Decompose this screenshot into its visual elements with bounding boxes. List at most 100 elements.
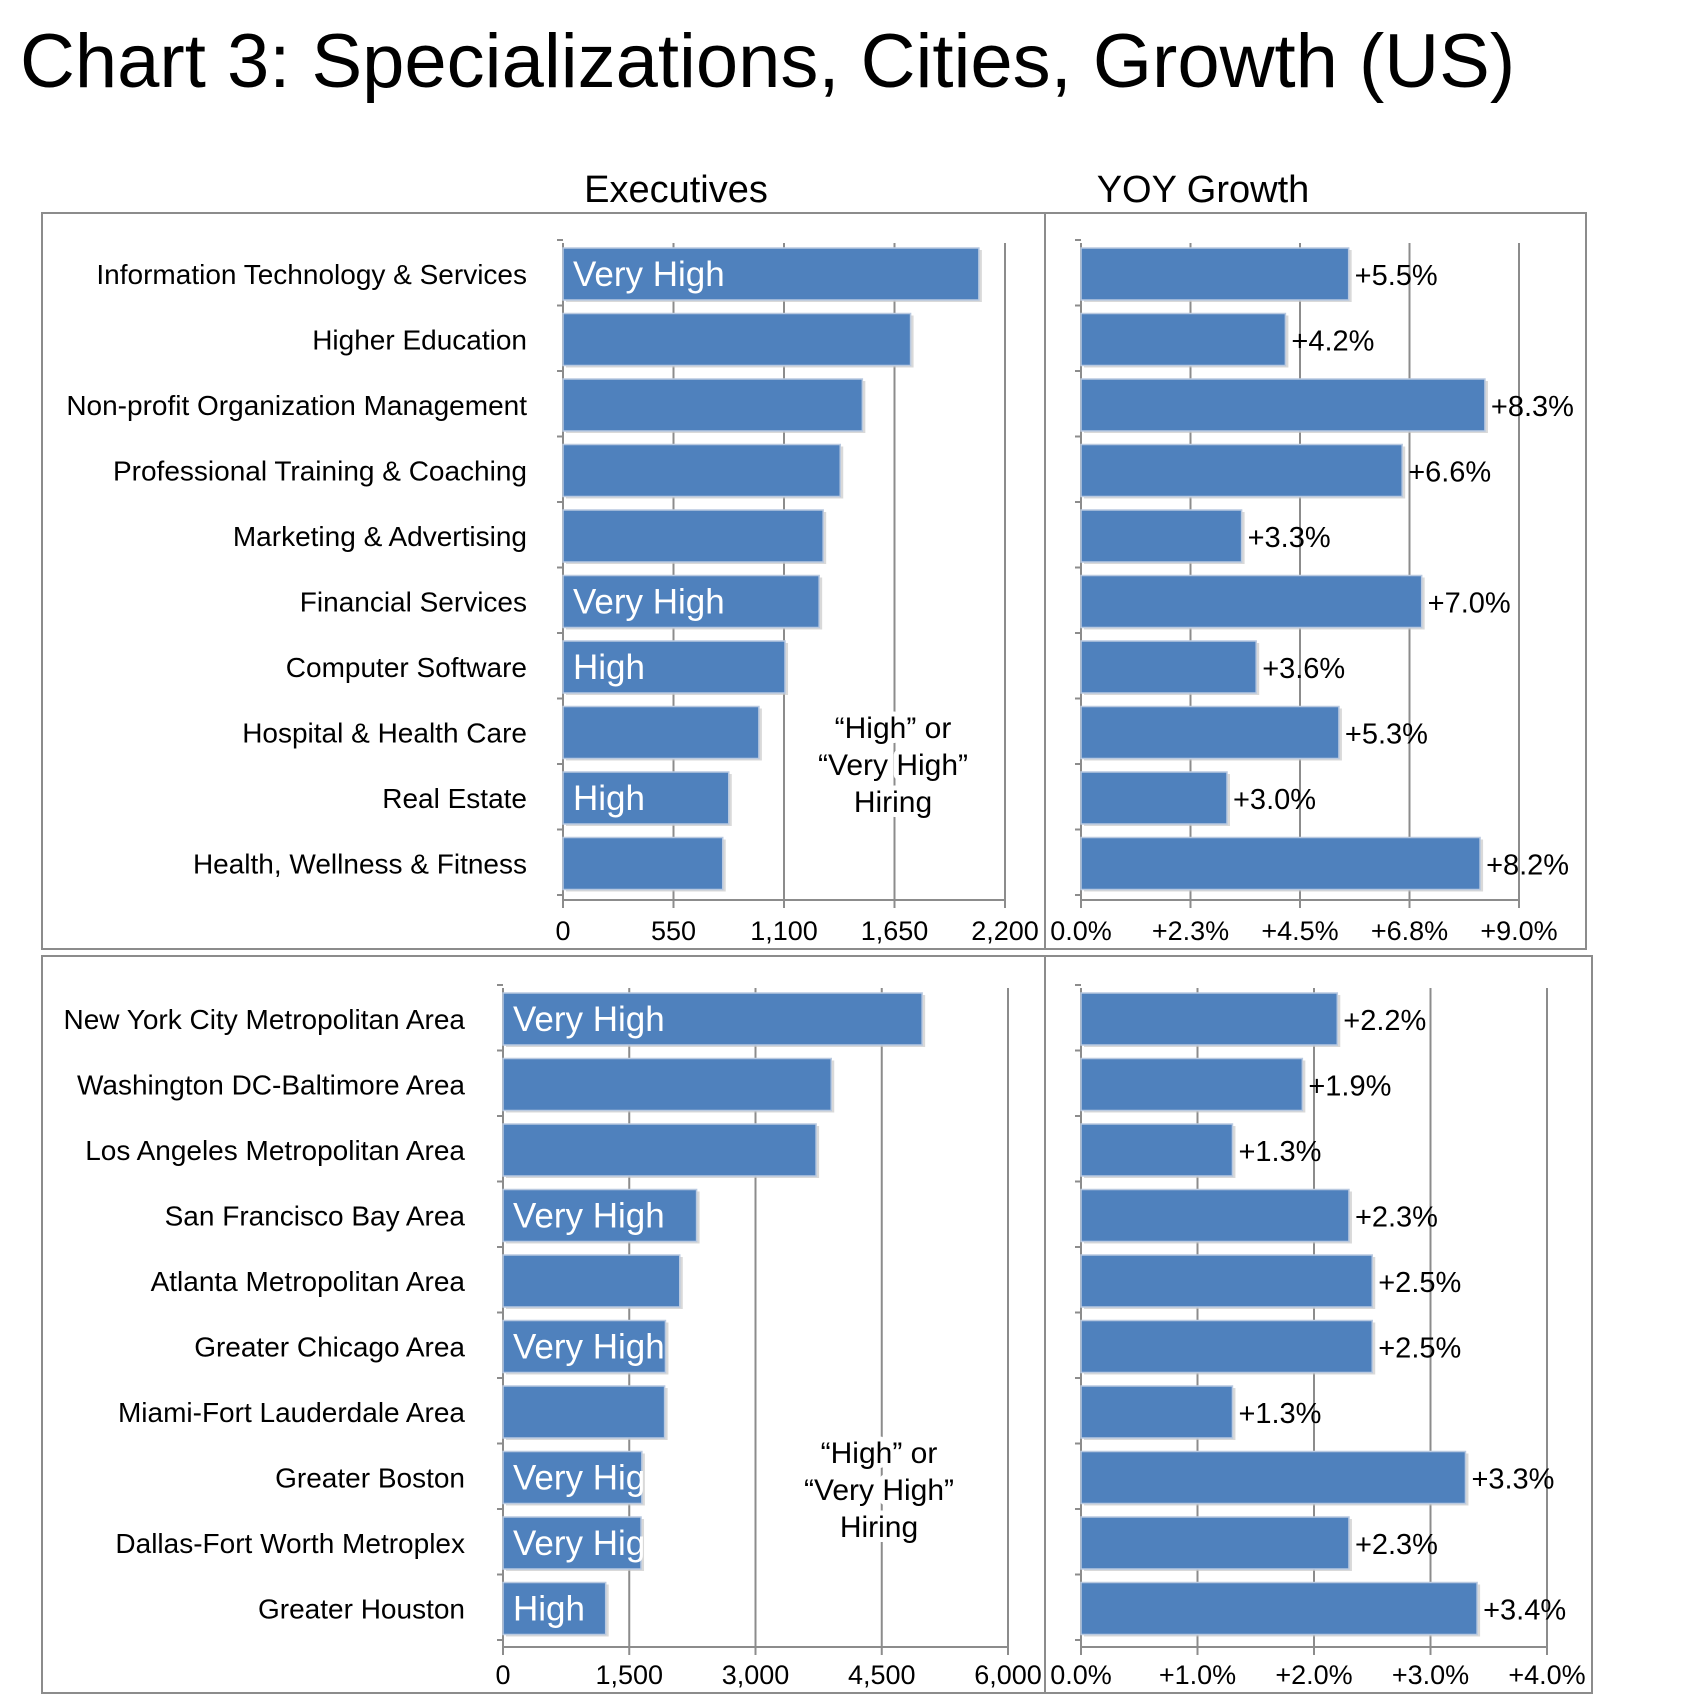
x-tick-label: +4.0% [1508,1660,1585,1690]
bar [1080,1319,1373,1374]
bar [562,247,980,301]
bar [502,1385,666,1439]
data-label: +3.3% [1471,1464,1554,1496]
category-label: Financial Services [300,587,527,618]
bar [562,705,760,760]
bar [1080,1123,1234,1177]
data-label: +2.3% [1355,1202,1438,1234]
bar [562,509,824,563]
x-tick-label: 1,500 [595,1660,663,1690]
bar [1080,640,1257,694]
bar [502,1450,643,1505]
data-label: +1.3% [1238,1136,1321,1168]
data-label: +2.5% [1378,1267,1461,1299]
x-tick-label: +1.0% [1159,1660,1236,1690]
category-label: Professional Training & Coaching [113,456,527,487]
category-label: Health, Wellness & Fitness [193,849,527,880]
header-yoy-growth: YOY Growth [1097,169,1310,211]
x-tick-label: 0 [495,1660,510,1690]
bar [562,378,864,432]
x-tick-label: +9.0% [1480,916,1557,946]
bar [502,1581,607,1636]
bar [562,443,842,498]
category-label: San Francisco Bay Area [165,1201,466,1232]
x-tick-label: +2.3% [1152,916,1229,946]
category-label: Greater Chicago Area [194,1332,465,1363]
specializations-executives-chart: 0 550 1,100 1,650 2,200 Information Technolog… [66,239,1039,946]
x-tick-label: 0.0% [1050,916,1112,946]
data-label: +3.0% [1233,784,1316,816]
x-tick-label: 0.0% [1050,1660,1112,1690]
hiring-annotation: “Very High” [818,749,968,782]
category-label: Information Technology & Services [96,259,527,290]
bar [1080,1450,1467,1505]
header-executives: Executives [584,169,768,211]
bar [502,1319,667,1374]
category-label: Washington DC-Baltimore Area [77,1070,465,1101]
category-label: New York City Metropolitan Area [63,1004,465,1035]
bar [1080,1188,1350,1243]
x-tick-label: 4,500 [848,1660,916,1690]
bar [562,640,786,694]
bar [502,1123,817,1177]
bar [562,836,724,891]
hiring-annotation: Hiring [840,1511,918,1544]
bar [1080,1385,1234,1439]
x-tick-label: 2,200 [971,916,1039,946]
data-label: +4.2% [1291,326,1374,358]
bar [1080,1516,1350,1570]
category-label: Atlanta Metropolitan Area [151,1266,466,1297]
category-label: Dallas-Fort Worth Metroplex [115,1528,465,1559]
category-label: Higher Education [312,325,527,356]
bar-hiring-label: High [573,779,645,818]
bar [1080,836,1481,891]
bar [1080,247,1350,301]
bar-hiring-label: Very High [513,1197,665,1236]
bar [562,312,912,367]
x-tick-label: +2.0% [1275,1660,1352,1690]
category-label: Non-profit Organization Management [66,390,527,421]
x-tick-label: 0 [555,916,570,946]
category-label: Greater Houston [258,1594,465,1625]
category-label: Greater Boston [275,1463,465,1494]
bar [1080,509,1243,563]
category-label: Los Angeles Metropolitan Area [85,1135,465,1166]
bar [562,771,730,825]
bar [502,1516,642,1570]
specializations-growth-chart: 0.0% +2.3% +4.5% +6.8% +9.0% +5.5% +4.2% +8.3% +… [1050,239,1574,946]
data-label: +8.2% [1486,850,1569,882]
category-label: Computer Software [286,652,527,683]
data-label: +5.5% [1355,260,1438,292]
data-label: +2.3% [1355,1529,1438,1561]
data-label: +3.6% [1262,653,1345,685]
bar-hiring-label: Very High [573,255,725,294]
bar [1080,1254,1373,1308]
top-panel-frame [41,212,1587,950]
bottom-panel-frame [41,955,1593,1694]
data-label: +7.0% [1428,588,1511,620]
data-label: +6.6% [1408,457,1491,489]
page-title: Chart 3: Specializations, Cities, Growth… [20,19,1516,104]
data-label: +5.3% [1345,719,1428,751]
bar-hiring-label: High [513,1590,585,1629]
x-tick-label: +6.8% [1371,916,1448,946]
category-label: Hospital & Health Care [242,718,527,749]
x-tick-label: 1,650 [861,916,929,946]
bar-hiring-label: High [573,648,645,687]
bar-hiring-label: Very High [513,1328,665,1367]
data-label: +3.3% [1248,522,1331,554]
bar-hiring-label: Very High [513,1524,665,1563]
bar-hiring-label: Very High [573,583,725,622]
bar [1080,1057,1304,1112]
hiring-annotation: “Very High” [804,1474,954,1507]
category-label: Real Estate [382,783,527,814]
bar [1080,443,1403,498]
bar [1080,1581,1478,1636]
bar [1080,312,1287,367]
x-tick-label: +4.5% [1261,916,1338,946]
x-tick-label: +3.0% [1392,1660,1469,1690]
data-label: +1.3% [1238,1398,1321,1430]
bar [562,574,820,629]
x-tick-label: 550 [651,916,696,946]
